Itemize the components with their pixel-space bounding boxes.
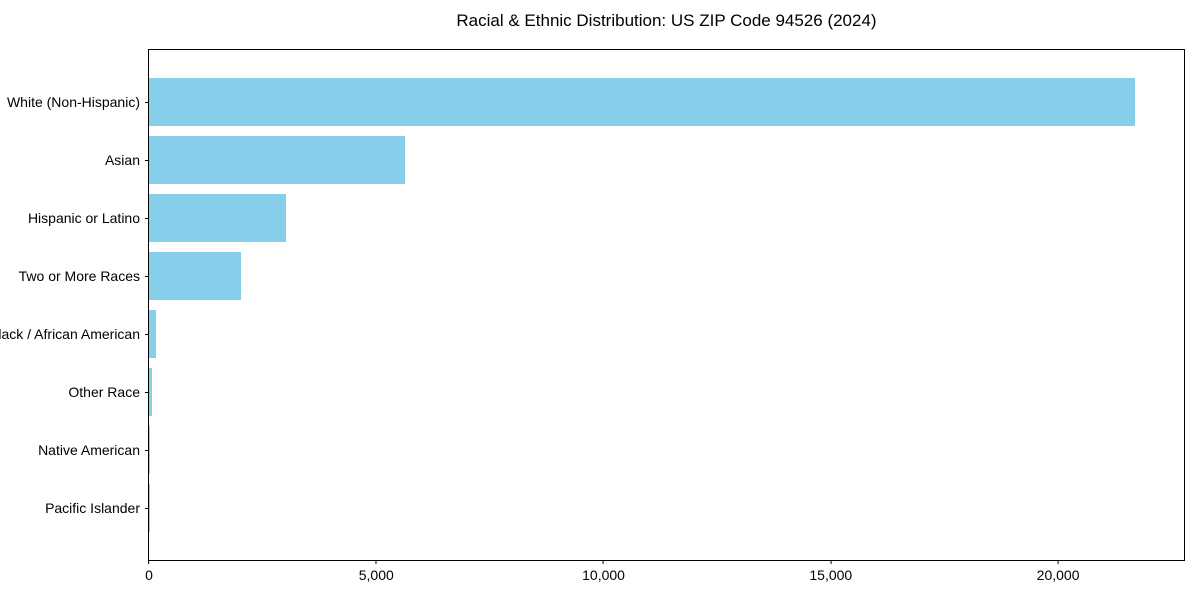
- y-tick-mark: [145, 450, 149, 451]
- y-tick-mark: [145, 102, 149, 103]
- x-tick-mark: [375, 560, 377, 564]
- bar-row: Two or More Races: [19, 247, 1184, 305]
- category-bar: [149, 368, 152, 416]
- x-tick-label: 0: [145, 567, 153, 583]
- y-tick-mark: [145, 160, 149, 161]
- y-tick-label: Other Race: [68, 384, 140, 400]
- y-tick-mark: [145, 392, 149, 393]
- x-tick: 5,000: [359, 560, 394, 583]
- x-tick-label: 20,000: [1036, 567, 1080, 583]
- bar-row: Hispanic or Latino: [28, 189, 1184, 247]
- category-bar: [149, 136, 405, 184]
- bar-row: Pacific Islander: [45, 479, 1184, 537]
- plot-area: White (Non-Hispanic) Asian Hispanic or L…: [0, 49, 1185, 583]
- x-tick: 15,000: [809, 560, 852, 583]
- y-tick-label: Pacific Islander: [45, 500, 140, 516]
- x-tick-label: 10,000: [582, 567, 625, 583]
- bar-row: Black / African American: [0, 305, 1184, 363]
- x-tick-mark: [603, 560, 605, 564]
- y-tick-label: Native American: [38, 442, 140, 458]
- y-tick-mark: [145, 218, 149, 219]
- x-tick: 20,000: [1036, 560, 1080, 583]
- x-tick-mark: [830, 560, 832, 564]
- x-tick-label: 15,000: [809, 567, 853, 583]
- x-tick: 0: [145, 560, 153, 583]
- y-tick-label: Asian: [104, 152, 140, 168]
- y-tick-label: Two or More Races: [18, 268, 140, 284]
- x-axis: 0 5,000 10,000 15,000 20,000: [145, 560, 1184, 590]
- category-bar: [149, 78, 1136, 126]
- bar-row: Asian: [105, 131, 1184, 189]
- x-tick-mark: [1057, 560, 1059, 564]
- category-bar: [149, 426, 150, 474]
- x-tick-mark: [148, 560, 150, 564]
- category-bar: [149, 194, 287, 242]
- y-tick-mark: [145, 334, 149, 335]
- y-tick-mark: [145, 508, 149, 509]
- x-tick-label: 5,000: [358, 567, 394, 583]
- y-tick-label: White (Non-Hispanic): [6, 94, 140, 110]
- y-tick-label: Black / African American: [0, 326, 140, 342]
- category-bar: [149, 310, 156, 358]
- bar-row: Other Race: [68, 363, 1184, 421]
- y-tick-label: Hispanic or Latino: [27, 210, 140, 226]
- y-tick-mark: [145, 276, 149, 277]
- bar-rows: White (Non-Hispanic) Asian Hispanic or L…: [0, 50, 1184, 560]
- chart-title: Racial & Ethnic Distribution: US ZIP Cod…: [456, 11, 877, 30]
- bar-row: Native American: [38, 421, 1184, 479]
- x-tick: 10,000: [582, 560, 625, 583]
- bar-row: White (Non-Hispanic): [7, 73, 1184, 131]
- category-bar: [149, 252, 241, 300]
